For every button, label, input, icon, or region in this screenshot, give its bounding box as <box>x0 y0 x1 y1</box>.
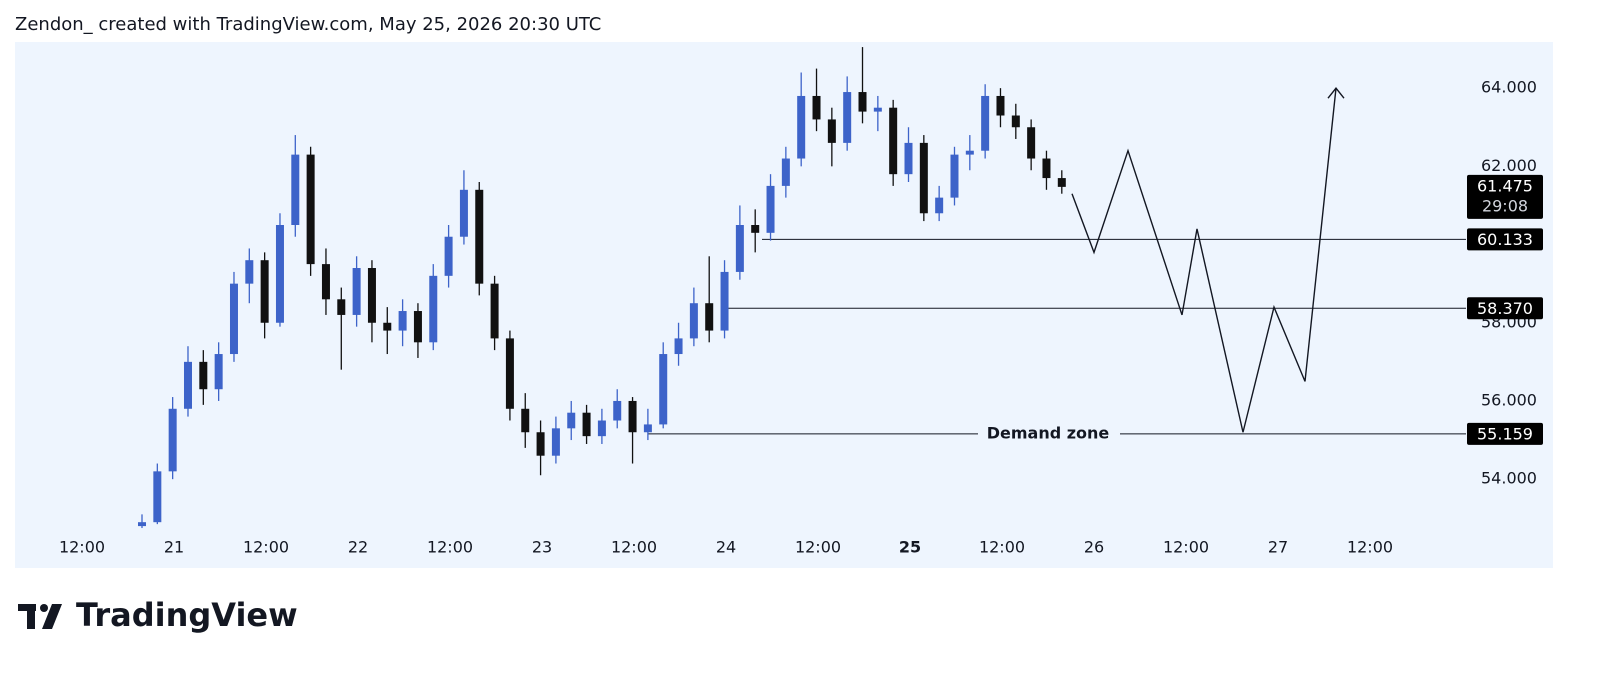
candle-body <box>597 420 606 437</box>
candle-body <box>720 271 729 331</box>
candle-body <box>505 338 514 409</box>
y-tick-label: 56.000 <box>1481 390 1537 409</box>
x-tick-label: 12:00 <box>243 538 289 557</box>
candle-body <box>306 154 315 265</box>
candle-body <box>1011 115 1020 128</box>
candle-body <box>705 303 714 331</box>
candle-body <box>689 303 698 339</box>
candle-body <box>735 225 744 272</box>
candle-body <box>843 92 852 143</box>
x-tick-label: 12:00 <box>979 538 1025 557</box>
price-tag <box>1467 422 1543 445</box>
candle-body <box>904 142 913 175</box>
candle-body <box>444 236 453 276</box>
candle-body <box>827 119 836 143</box>
candle-body <box>858 92 867 112</box>
candle-body <box>199 361 208 390</box>
candle-body <box>413 311 422 343</box>
candle-body <box>659 354 668 425</box>
last-price-label: 61.475 <box>1477 176 1533 195</box>
candle-body <box>183 361 192 409</box>
candle-body <box>781 158 790 186</box>
candle-body <box>352 268 361 315</box>
candle-body <box>567 412 576 429</box>
countdown-label: 29:08 <box>1482 196 1528 215</box>
candle-body <box>582 412 591 437</box>
candle-body <box>643 424 652 433</box>
candle-body <box>981 95 990 151</box>
y-tick-label: 62.000 <box>1481 156 1537 175</box>
candle-body <box>1057 178 1066 187</box>
candle-body <box>321 264 330 300</box>
candle-body <box>797 95 806 159</box>
candle-body <box>367 268 376 323</box>
candle-body <box>674 338 683 355</box>
candle-body <box>536 432 545 456</box>
candle-body <box>766 185 775 233</box>
y-tick-label: 54.000 <box>1481 469 1537 488</box>
x-tick-label: 12:00 <box>1347 538 1393 557</box>
candle-body <box>490 283 499 339</box>
x-tick-label: 12:00 <box>59 538 105 557</box>
x-tick-label: 12:00 <box>427 538 473 557</box>
plot-background <box>15 42 1553 568</box>
candle-body <box>889 107 898 175</box>
x-tick-label: 24 <box>716 538 736 557</box>
candle-body <box>429 275 438 343</box>
candle-body <box>935 197 944 214</box>
brand: TradingView <box>76 596 298 634</box>
candle-body <box>965 150 974 155</box>
label-background <box>978 422 1120 445</box>
candle-body <box>275 225 284 323</box>
candle-body <box>214 354 223 390</box>
candle-body <box>628 400 637 433</box>
logo-icon <box>18 604 62 629</box>
candle-body <box>521 408 530 433</box>
candle-body <box>996 95 1005 116</box>
candle-body <box>153 471 162 523</box>
price-tag-label: 55.159 <box>1477 424 1533 443</box>
candle-body <box>398 311 407 331</box>
candle-body <box>229 283 238 355</box>
x-tick-label: 12:00 <box>611 538 657 557</box>
candle-body <box>475 189 484 284</box>
arrow-head <box>1327 87 1345 99</box>
candle-body <box>751 225 760 233</box>
candle-body <box>812 95 821 120</box>
demand-zone-label: Demand zone <box>987 423 1110 442</box>
candle-body <box>260 260 269 323</box>
candle-body <box>168 408 177 472</box>
candle-body <box>383 322 392 331</box>
x-tick-label: 23 <box>532 538 552 557</box>
candle-body <box>1042 158 1051 179</box>
header-text: Zendon_ created with TradingView.com, Ma… <box>15 14 601 35</box>
candle-body <box>337 299 346 315</box>
x-tick-label: 21 <box>164 538 184 557</box>
candle-body <box>551 428 560 456</box>
candle-body <box>613 400 622 421</box>
candle-body <box>919 142 928 214</box>
candle-body <box>459 189 468 237</box>
candle-body <box>950 154 959 198</box>
candle-body <box>291 154 300 225</box>
x-tick-label: 12:00 <box>795 538 841 557</box>
price-tag-label: 60.133 <box>1477 230 1533 249</box>
candle-body <box>1027 127 1036 159</box>
price-tag-label: 58.370 <box>1477 299 1533 318</box>
y-tick-label: 64.000 <box>1481 78 1537 97</box>
candle-body <box>138 522 146 527</box>
x-tick-label: 25 <box>899 538 921 557</box>
x-tick-label: 22 <box>348 538 368 557</box>
x-tick-label: 12:00 <box>1163 538 1209 557</box>
candle-body <box>245 260 254 284</box>
last-price-tag <box>1467 174 1543 219</box>
price-tag <box>1467 297 1543 320</box>
x-tick-label: 26 <box>1084 538 1104 557</box>
projection-path <box>1071 88 1337 433</box>
x-tick-label: 27 <box>1268 538 1288 557</box>
candle-body <box>873 107 882 112</box>
price-tag <box>1467 228 1543 251</box>
